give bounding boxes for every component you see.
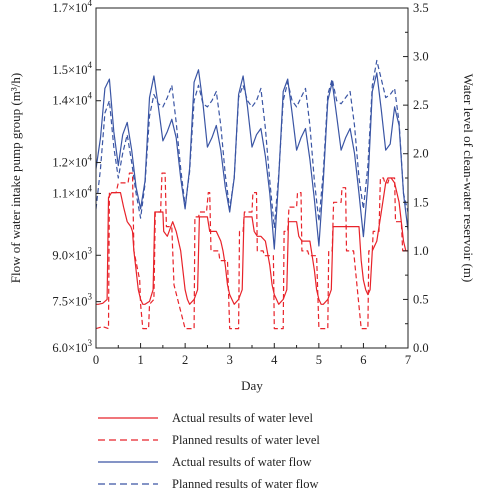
y-left-tick-label: 7.5×103 — [52, 292, 92, 309]
y-left-tick-exponent: 4 — [88, 153, 93, 163]
legend: Actual results of water level Planned res… — [98, 411, 320, 491]
y-left-tick-mantissa: 6.0 — [52, 341, 68, 355]
y-right-tick-label: 2.5 — [413, 98, 429, 112]
y-left-tick-exponent: 4 — [88, 0, 93, 8]
y-right-tick-label: 2.0 — [413, 147, 429, 161]
y-left-tick-exponent: 3 — [88, 338, 93, 348]
y-left-tick-exponent: 3 — [88, 292, 93, 302]
series-layer — [96, 59, 408, 330]
x-axis: 0 1 2 3 4 5 6 7 — [93, 343, 411, 367]
series-line-0 — [96, 177, 408, 305]
x-tick-label: 4 — [271, 353, 278, 367]
y-axis-left-title: Flow of water intake pump group (m³/h) — [8, 73, 23, 283]
y-left-tick-exponent: 4 — [88, 60, 93, 70]
y-right-tick-label: 1.0 — [413, 244, 429, 258]
y-axis-right-title: Water level of clean-water reservoir (m) — [461, 74, 476, 283]
series-line-3 — [96, 59, 408, 229]
x-tick-label: 6 — [360, 353, 366, 367]
legend-label-2: Actual results of water flow — [172, 455, 312, 469]
y-left-tick-mantissa: 1.1 — [52, 186, 68, 200]
legend-label-0: Actual results of water level — [172, 411, 313, 425]
y-axis-right: 0.0 0.5 1.0 1.5 2.0 2.5 3.0 3.5 — [403, 1, 429, 355]
y-right-tick-label: 3.0 — [413, 50, 429, 64]
y-left-tick-exponent: 4 — [88, 91, 93, 101]
y-left-tick-times: ×10 — [68, 186, 88, 200]
y-left-tick-times: ×10 — [68, 341, 88, 355]
y-left-tick-mantissa: 1.5 — [52, 63, 68, 77]
legend-label-1: Planned results of water level — [172, 433, 320, 447]
y-left-tick-label: 1.2×104 — [52, 153, 92, 170]
y-left-tick-times: ×10 — [68, 295, 88, 309]
x-tick-label: 5 — [316, 353, 322, 367]
series-line-2 — [96, 69, 408, 250]
y-right-tick-label: 1.5 — [413, 195, 429, 209]
series-line-1 — [96, 172, 408, 330]
y-left-tick-times: ×10 — [68, 63, 88, 77]
x-tick-label: 3 — [227, 353, 233, 367]
legend-label-3: Planned results of water flow — [172, 477, 319, 491]
y-left-tick-label: 1.1×104 — [52, 183, 92, 200]
y-left-tick-times: ×10 — [68, 156, 88, 170]
y-right-tick-label: 0.5 — [413, 292, 429, 306]
x-tick-label: 7 — [405, 353, 411, 367]
y-left-tick-label: 9.0×103 — [52, 245, 92, 262]
y-left-tick-exponent: 4 — [88, 183, 93, 193]
y-left-tick-exponent: 3 — [88, 245, 93, 255]
plot-frame — [95, 7, 409, 349]
y-left-tick-label: 1.4×104 — [52, 91, 92, 108]
y-left-tick-times: ×10 — [68, 1, 88, 15]
y-right-tick-label: 3.5 — [413, 1, 429, 15]
x-tick-label: 1 — [137, 353, 143, 367]
y-left-tick-label: 1.7×104 — [52, 0, 92, 15]
y-left-tick-mantissa: 1.2 — [52, 156, 68, 170]
x-tick-label: 2 — [182, 353, 188, 367]
y-right-tick-label: 0.0 — [413, 341, 429, 355]
y-left-tick-mantissa: 7.5 — [52, 295, 68, 309]
y-left-tick-label: 1.5×104 — [52, 60, 92, 77]
y-left-tick-mantissa: 1.4 — [52, 94, 68, 108]
x-axis-title: Day — [241, 378, 263, 393]
y-left-tick-label: 6.0×103 — [52, 338, 92, 355]
y-axis-left: 6.0×1037.5×1039.0×1031.1×1041.2×1041.4×1… — [52, 0, 101, 355]
y-left-tick-times: ×10 — [68, 94, 88, 108]
y-left-tick-mantissa: 9.0 — [52, 248, 68, 262]
x-tick-label: 0 — [93, 353, 99, 367]
y-left-tick-mantissa: 1.7 — [52, 1, 68, 15]
y-left-tick-times: ×10 — [68, 248, 88, 262]
